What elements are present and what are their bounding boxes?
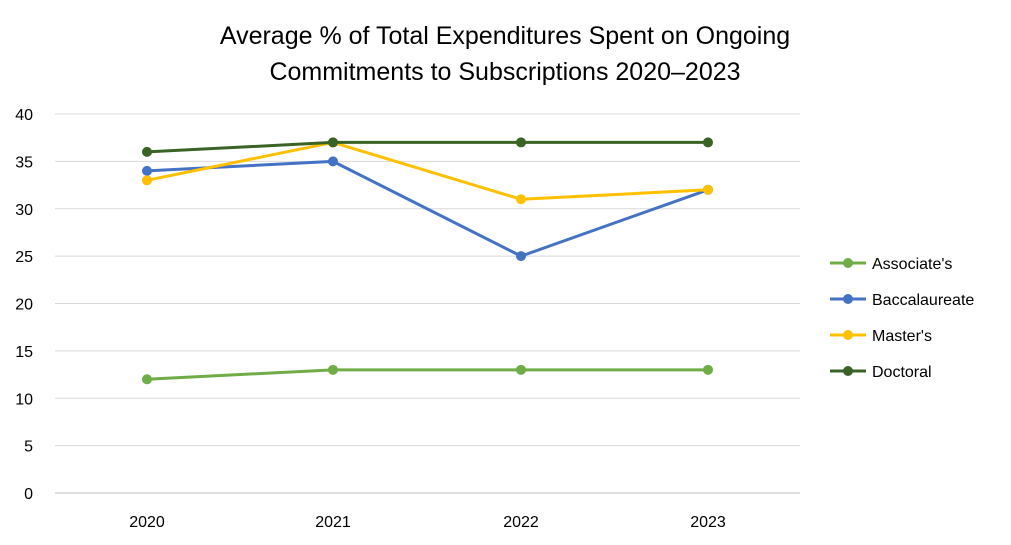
x-tick-label: 2020 bbox=[129, 514, 165, 531]
series-line-Master's bbox=[146, 140, 709, 201]
data-point bbox=[142, 165, 152, 176]
data-point bbox=[328, 137, 338, 148]
y-tick-label: 5 bbox=[24, 439, 33, 456]
y-tick-label: 30 bbox=[15, 202, 33, 219]
y-tick-label: 0 bbox=[24, 486, 33, 503]
legend-marker bbox=[843, 330, 853, 340]
series-line-Associate's bbox=[146, 368, 708, 381]
series-lines bbox=[142, 137, 713, 385]
y-tick-label: 10 bbox=[15, 391, 33, 408]
y-axis-ticks: 0 5 10 15 20 25 30 35 40 bbox=[15, 107, 33, 503]
data-point bbox=[703, 364, 713, 375]
legend-label: Associate's bbox=[872, 256, 952, 273]
legend-marker bbox=[843, 258, 853, 268]
legend-marker bbox=[843, 366, 853, 376]
data-point bbox=[142, 146, 152, 157]
data-point bbox=[328, 364, 338, 375]
y-tick-label: 35 bbox=[15, 154, 33, 171]
y-tick-label: 15 bbox=[15, 344, 33, 361]
x-axis-ticks: 2020 2021 2022 2023 bbox=[129, 514, 726, 531]
legend-label: Doctoral bbox=[872, 364, 932, 381]
data-point bbox=[516, 194, 526, 205]
x-tick-label: 2021 bbox=[315, 514, 351, 531]
series-line-Baccalaureate bbox=[146, 159, 709, 258]
data-point bbox=[703, 137, 713, 148]
series-line-Doctoral bbox=[146, 140, 708, 154]
data-point bbox=[516, 251, 526, 262]
y-tick-label: 20 bbox=[15, 297, 33, 314]
data-point bbox=[142, 374, 152, 385]
x-tick-label: 2023 bbox=[690, 514, 726, 531]
x-tick-label: 2022 bbox=[503, 514, 539, 531]
data-point bbox=[516, 137, 526, 148]
legend-label: Baccalaureate bbox=[872, 292, 974, 309]
legend-label: Master's bbox=[872, 328, 932, 345]
data-point bbox=[142, 175, 152, 186]
data-point bbox=[328, 156, 338, 167]
data-point bbox=[516, 364, 526, 375]
chart-title-line-2: Commitments to Subscriptions 2020–2023 bbox=[269, 58, 740, 86]
gridlines bbox=[55, 113, 800, 494]
legend: Associate's Baccalaureate Master's Doctoral bbox=[830, 256, 974, 381]
chart-title-line-1: Average % of Total Expenditures Spent on… bbox=[220, 22, 790, 50]
legend-marker bbox=[843, 294, 853, 304]
data-point bbox=[703, 184, 713, 195]
y-tick-label: 40 bbox=[15, 107, 33, 124]
y-tick-label: 25 bbox=[15, 249, 33, 266]
